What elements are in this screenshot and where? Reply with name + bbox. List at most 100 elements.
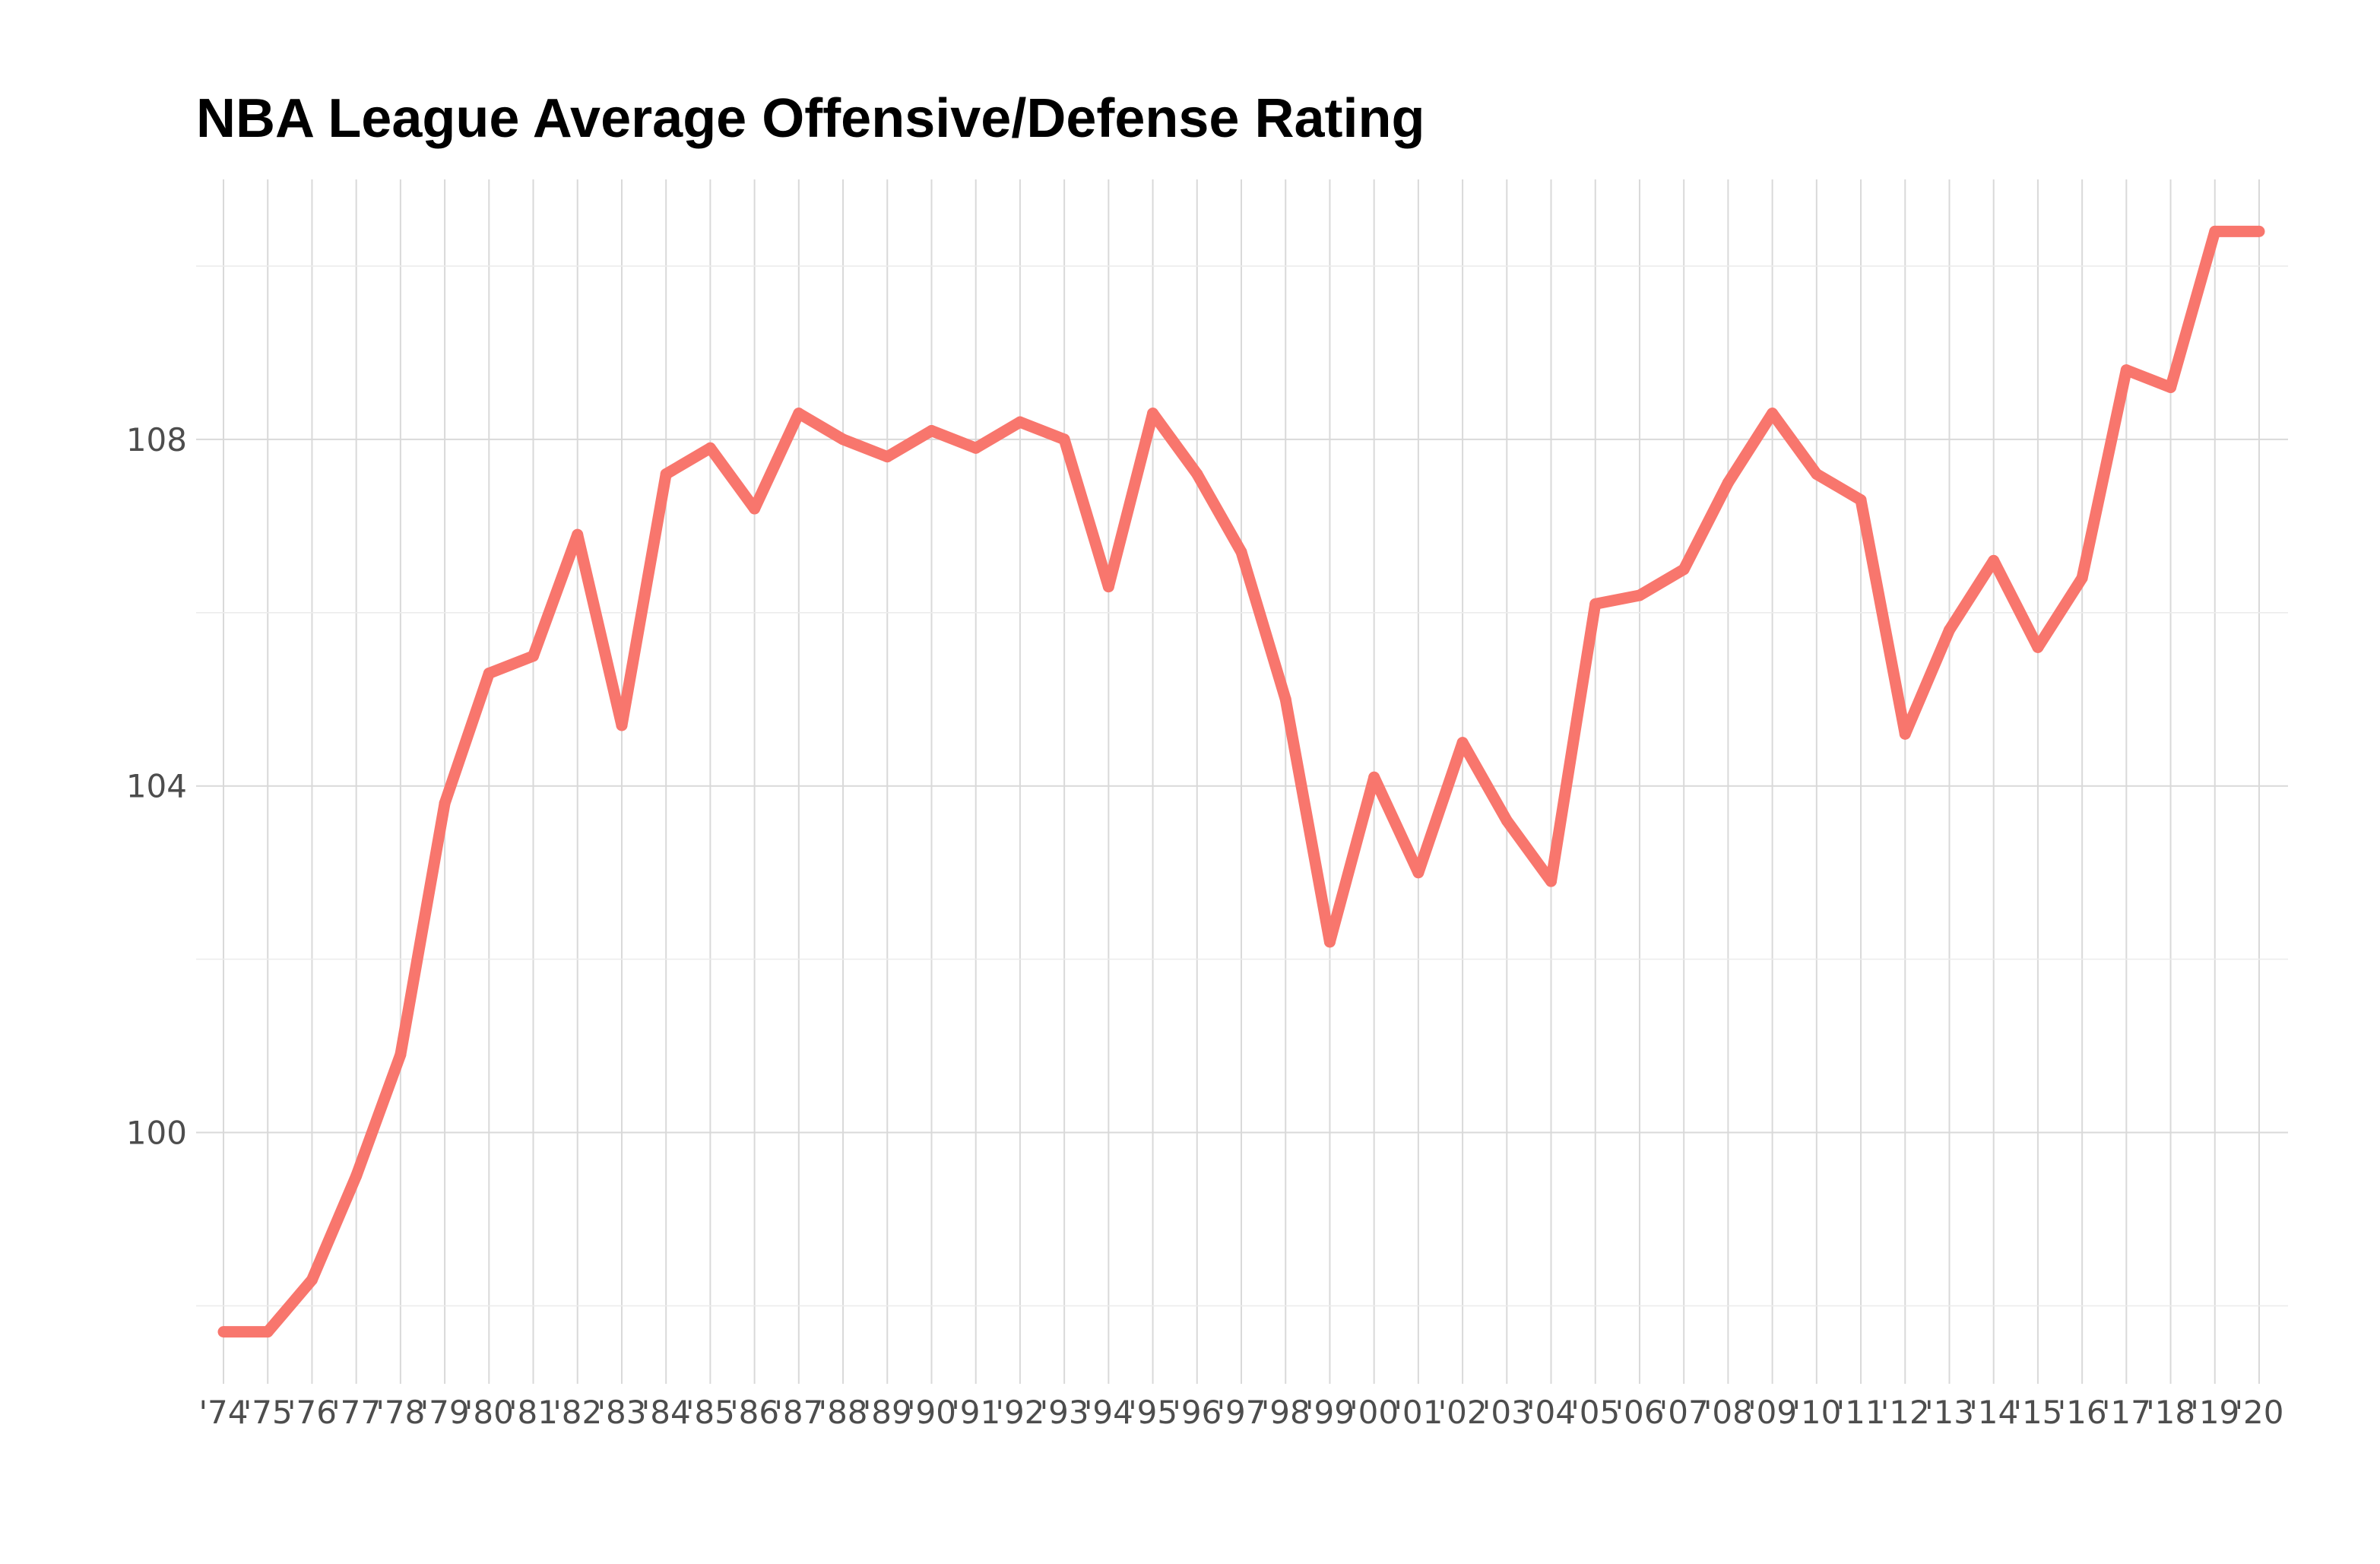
x-tick-label: '20 xyxy=(2235,1394,2284,1431)
data-point xyxy=(837,433,849,446)
data-point xyxy=(704,442,716,454)
x-tick-label: '82 xyxy=(553,1394,602,1431)
x-tick-label: '10 xyxy=(1792,1394,1841,1431)
data-point xyxy=(528,650,540,662)
data-point xyxy=(1014,416,1026,428)
data-point xyxy=(881,451,893,463)
x-tick-label: '76 xyxy=(287,1394,337,1431)
x-tick-label: '85 xyxy=(686,1394,735,1431)
data-point xyxy=(1722,477,1734,489)
data-point xyxy=(1634,589,1646,601)
x-tick-label: '01 xyxy=(1393,1394,1443,1431)
data-point xyxy=(2253,225,2265,237)
x-tick-label: '07 xyxy=(1659,1394,1709,1431)
x-tick-label: '96 xyxy=(1172,1394,1222,1431)
data-point xyxy=(1589,598,1602,610)
x-tick-label: '97 xyxy=(1217,1394,1266,1431)
x-tick-label: '13 xyxy=(1925,1394,1974,1431)
data-point xyxy=(749,503,761,515)
data-point xyxy=(1102,581,1114,593)
data-point xyxy=(2032,641,2044,653)
x-tick-label: '08 xyxy=(1703,1394,1753,1431)
x-tick-label: '74 xyxy=(199,1394,249,1431)
x-tick-label: '77 xyxy=(331,1394,381,1431)
x-tick-label: '79 xyxy=(420,1394,470,1431)
x-tick-label: '19 xyxy=(2190,1394,2239,1431)
data-point xyxy=(1456,737,1469,749)
data-point xyxy=(217,1326,230,1338)
x-tick-label: '88 xyxy=(819,1394,868,1431)
x-tick-label: '84 xyxy=(642,1394,691,1431)
data-point xyxy=(1235,546,1247,558)
data-point xyxy=(350,1170,363,1182)
data-point xyxy=(925,424,937,436)
data-point xyxy=(1545,875,1558,887)
y-tick-label: 100 xyxy=(126,1115,187,1152)
x-tick-label: '94 xyxy=(1084,1394,1133,1431)
x-tick-label: '00 xyxy=(1349,1394,1399,1431)
chart-title: NBA League Average Offensive/Defense Rat… xyxy=(196,88,1425,149)
x-tick-label: '93 xyxy=(1040,1394,1089,1431)
x-tick-label: '02 xyxy=(1438,1394,1488,1431)
data-point xyxy=(1501,814,1513,826)
data-point xyxy=(1368,771,1380,783)
x-tick-label: '12 xyxy=(1881,1394,1930,1431)
x-tick-label: '83 xyxy=(597,1394,646,1431)
x-tick-label: '80 xyxy=(464,1394,514,1431)
data-point xyxy=(439,797,451,809)
data-point xyxy=(1147,408,1159,420)
data-point xyxy=(1943,624,1955,636)
x-tick-label: '14 xyxy=(1969,1394,2018,1431)
x-tick-label: '91 xyxy=(951,1394,1000,1431)
x-tick-label: '05 xyxy=(1570,1394,1620,1431)
data-point xyxy=(2165,381,2177,393)
data-point xyxy=(2076,572,2088,584)
x-tick-label: '92 xyxy=(995,1394,1044,1431)
data-point xyxy=(1058,433,1070,446)
x-tick-label: '95 xyxy=(1128,1394,1177,1431)
data-point xyxy=(261,1326,274,1338)
y-axis-tick-labels: 100 104 108 xyxy=(126,421,187,1152)
data-point xyxy=(1899,728,1911,740)
x-tick-label: '78 xyxy=(376,1394,425,1431)
data-point xyxy=(306,1274,318,1286)
x-tick-label: '87 xyxy=(774,1394,823,1431)
x-tick-label: '98 xyxy=(1261,1394,1310,1431)
data-point xyxy=(1412,867,1425,879)
x-tick-label: '04 xyxy=(1526,1394,1576,1431)
x-tick-label: '90 xyxy=(907,1394,956,1431)
x-tick-label: '17 xyxy=(2102,1394,2151,1431)
data-point xyxy=(1855,494,1867,506)
y-tick-label: 104 xyxy=(126,768,187,805)
data-point xyxy=(660,468,672,480)
x-tick-label: '03 xyxy=(1482,1394,1532,1431)
data-point xyxy=(483,668,495,680)
data-point xyxy=(1279,693,1291,706)
data-point xyxy=(970,442,982,454)
data-point xyxy=(1988,554,2000,566)
data-point xyxy=(1191,468,1203,480)
x-tick-label: '75 xyxy=(243,1394,293,1431)
data-point xyxy=(1811,468,1823,480)
x-tick-label: '11 xyxy=(1836,1394,1886,1431)
x-tick-label: '09 xyxy=(1748,1394,1797,1431)
x-tick-label: '15 xyxy=(2013,1394,2062,1431)
x-axis-tick-labels: '74'75'76'77'78'79'80'81'82'83'84'85'86'… xyxy=(199,1394,2284,1431)
x-tick-label: '81 xyxy=(509,1394,558,1431)
data-point xyxy=(793,408,805,420)
data-point xyxy=(395,1048,407,1061)
data-point xyxy=(1767,408,1779,420)
x-tick-label: '06 xyxy=(1615,1394,1664,1431)
y-tick-label: 108 xyxy=(126,421,187,458)
data-point xyxy=(1678,563,1690,576)
data-point xyxy=(2120,364,2132,376)
data-point xyxy=(1323,936,1336,948)
series-layer xyxy=(217,225,2265,1338)
data-point xyxy=(2209,225,2221,237)
x-tick-label: '18 xyxy=(2146,1394,2195,1431)
x-tick-label: '16 xyxy=(2058,1394,2107,1431)
grid-lines xyxy=(196,179,2288,1384)
x-tick-label: '99 xyxy=(1305,1394,1355,1431)
